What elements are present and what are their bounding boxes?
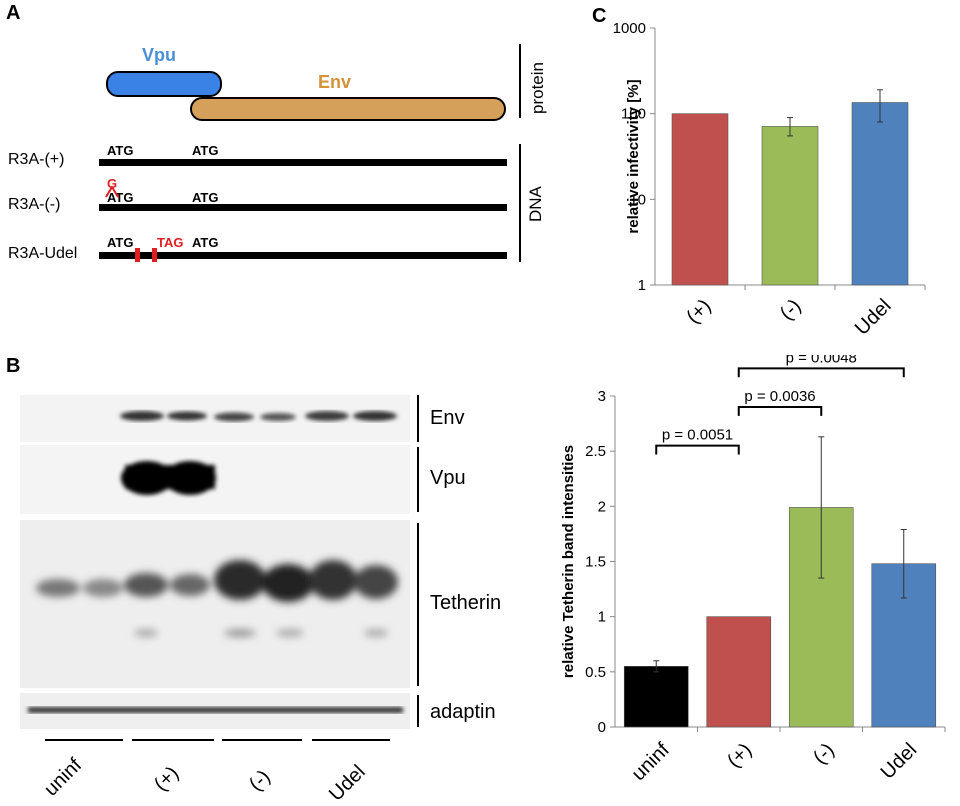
bar-(-): [761, 126, 819, 286]
stop-mark-1: [135, 248, 140, 262]
dna-label: DNA: [526, 186, 545, 222]
mutation-arrow-icon: [105, 186, 119, 198]
x-tick-label: uninf: [628, 739, 675, 786]
tetherin-band-label: Tetherin: [430, 592, 502, 614]
y-tick-label: 0.5: [585, 664, 606, 681]
bar-Udel: [851, 102, 909, 286]
construct-label-plus: R3A-(+): [8, 151, 65, 168]
lane-underline-plus: [132, 739, 214, 741]
dna-line-plus: [99, 159, 507, 166]
bar-(+): [671, 113, 729, 286]
dna-line-minus: [99, 204, 507, 211]
infectivity-chart: 1 10 100 1000 (+) (-) Udel relative infectivity…: [613, 20, 926, 340]
atg-1-plus: ATG: [107, 143, 134, 158]
env-blot-strip: [20, 395, 410, 442]
vpu-band-label: Vpu: [430, 467, 466, 489]
significance-bracket: [655, 444, 740, 455]
bar-(+): [706, 616, 772, 728]
stop-mark-2: [152, 248, 157, 262]
lane-underline-uninf: [45, 739, 123, 741]
p-value-label: p = 0.0051: [662, 427, 733, 444]
x-tick-label: Udel: [851, 295, 896, 340]
p-value-label: p = 0.0048: [786, 355, 857, 366]
vpu-bands: [121, 461, 216, 495]
y-tick-label: 1: [638, 277, 646, 294]
protein-bracket: [519, 44, 521, 118]
construct-label-minus: R3A-(-): [8, 196, 61, 213]
vpu-protein-bar: [106, 71, 222, 97]
env-protein-label: Env: [318, 72, 352, 92]
significance-bracket: [737, 406, 823, 416]
env-bands: [120, 411, 397, 422]
x-tick-label: (-): [809, 739, 839, 769]
y-tick-label: 1.5: [585, 554, 606, 571]
y-tick-label: 0: [598, 719, 606, 736]
x-tick-label: (+): [723, 739, 756, 772]
dna-line-udel: [99, 252, 507, 259]
protein-label: protein: [528, 62, 547, 114]
y-tick-label: 1000: [613, 20, 646, 37]
tetherin-quant-chart: 0 0.5 1 1.5 2 2.5 3 uninf (+) (-) Udel p = 0.0051 p …: [560, 355, 946, 786]
x-tick-label: (+): [682, 295, 715, 328]
western-blot: [20, 395, 419, 741]
atg-2-plus: ATG: [192, 143, 219, 158]
atg-1-udel: ATG: [107, 235, 134, 250]
y-axis-label: relative infectivity [%]: [625, 79, 642, 233]
lane-underline-minus: [222, 739, 302, 741]
env-bracket: [417, 395, 419, 442]
tetherin-blot-strip: [20, 520, 410, 688]
bar-uninf: [623, 666, 689, 728]
env-band-label: Env: [430, 407, 465, 429]
vpu-protein-label: Vpu: [142, 45, 176, 65]
panel-b-label: B: [6, 355, 21, 377]
y-axis-label: relative Tetherin band intensities: [560, 445, 577, 678]
mutation-g-label: G: [107, 176, 118, 191]
dna-bracket: [519, 144, 521, 262]
adaptin-bracket: [417, 695, 419, 727]
panel-c-label: C: [592, 5, 607, 27]
y-tick-label: 2: [598, 498, 606, 515]
tetherin-bands: [36, 560, 398, 637]
y-tick-label: 1: [598, 609, 606, 626]
vpu-bracket: [417, 447, 419, 512]
y-tick-label: 100: [621, 106, 646, 123]
x-tick-label: Udel: [877, 739, 922, 784]
y-tick-label: 2.5: [585, 443, 606, 460]
y-tick-label: 3: [598, 388, 606, 405]
y-tick-label: 10: [629, 191, 646, 208]
p-value-label: p = 0.0036: [744, 388, 815, 405]
atg-1-minus: ATG: [107, 190, 134, 205]
tag-stop-udel: TAG: [157, 235, 184, 250]
atg-2-minus: ATG: [192, 190, 219, 205]
x-tick-label: (-): [776, 295, 806, 325]
significance-bracket: [737, 367, 905, 378]
atg-2-udel: ATG: [192, 235, 219, 250]
adaptin-bands: [28, 707, 403, 713]
adaptin-band-label: adaptin: [430, 701, 496, 723]
construct-label-udel: R3A-Udel: [8, 245, 78, 262]
tetherin-bracket: [417, 523, 419, 686]
lane-underline-udel: [312, 739, 390, 741]
env-protein-bar: [190, 97, 506, 121]
panel-a-label: A: [6, 2, 21, 24]
